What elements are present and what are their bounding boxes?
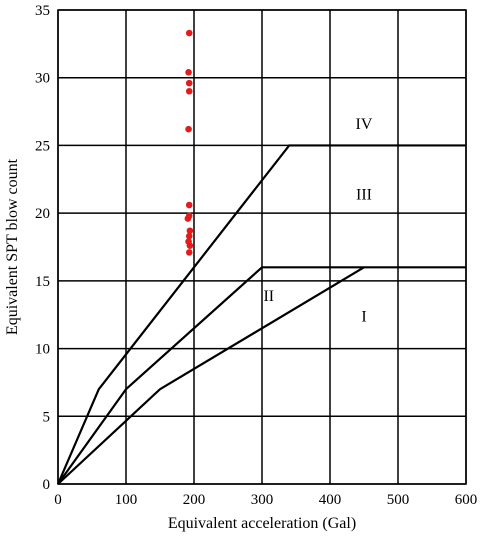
y-tick-label: 25 bbox=[35, 138, 50, 154]
data-point bbox=[185, 79, 193, 87]
data-point bbox=[184, 215, 192, 222]
boundary-line bbox=[56, 144, 466, 485]
data-point bbox=[185, 87, 193, 95]
y-tick-label: 35 bbox=[35, 3, 50, 19]
y-tick-label: 10 bbox=[35, 342, 50, 358]
plot-frame bbox=[57, 9, 467, 485]
data-point bbox=[185, 29, 193, 37]
x-tick-label: 400 bbox=[319, 492, 342, 508]
x-tick-label: 300 bbox=[251, 492, 274, 508]
zone-label: IV bbox=[356, 116, 373, 133]
zone-label: II bbox=[263, 288, 274, 305]
x-tick-label: 600 bbox=[455, 492, 478, 508]
boundary-lines bbox=[56, 144, 466, 485]
x-axis-title: Equivalent acceleration (Gal) bbox=[168, 515, 356, 532]
zone-label: III bbox=[356, 187, 372, 204]
x-tick-label: 500 bbox=[387, 492, 410, 508]
x-tick-label: 0 bbox=[54, 492, 62, 508]
x-tick-label: 100 bbox=[115, 492, 138, 508]
x-tick-label: 200 bbox=[183, 492, 206, 508]
x-tick-labels: 0 100 200 300 400 500 600 bbox=[54, 492, 477, 508]
boundary-line bbox=[57, 266, 365, 485]
data-point bbox=[185, 249, 193, 256]
data-point bbox=[186, 227, 194, 235]
grid-lines bbox=[57, 9, 467, 485]
y-tick-labels: 0 5 10 15 20 25 30 35 bbox=[35, 3, 50, 493]
y-tick-label: 30 bbox=[35, 71, 50, 87]
y-tick-label: 5 bbox=[43, 409, 51, 425]
data-points bbox=[184, 29, 194, 256]
y-tick-label: 20 bbox=[35, 206, 50, 222]
zone-label: I bbox=[361, 308, 366, 325]
y-axis-title: Equivalent SPT blow count bbox=[4, 158, 21, 335]
data-point bbox=[185, 68, 192, 76]
data-point bbox=[186, 242, 194, 249]
y-tick-label: 0 bbox=[43, 477, 51, 493]
data-point bbox=[185, 125, 192, 133]
y-tick-label: 15 bbox=[35, 274, 50, 290]
data-point bbox=[185, 232, 193, 240]
data-point bbox=[185, 201, 193, 209]
